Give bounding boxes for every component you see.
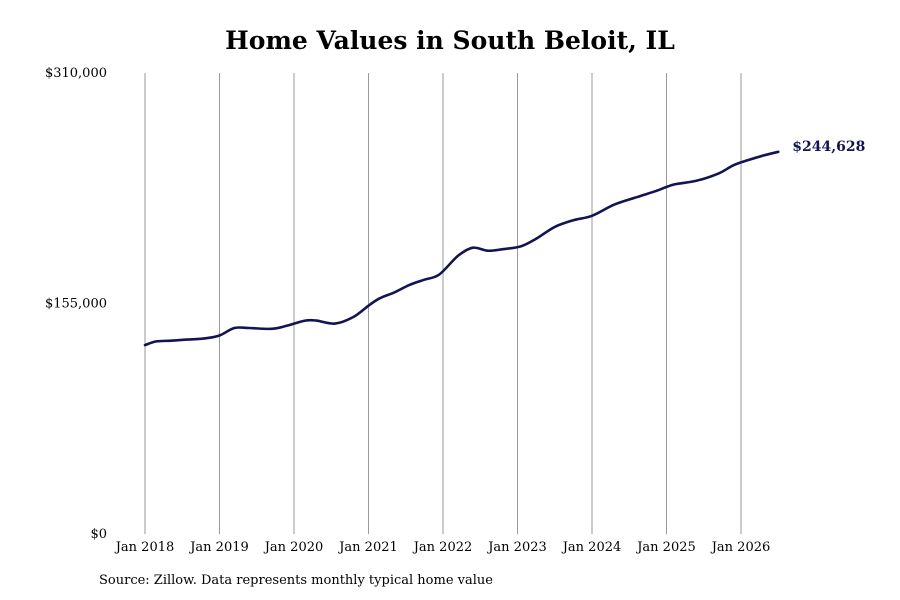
- x-axis-ticks: Jan 2018 Jan 2019 Jan 2020 Jan 2021 Jan 2022…: [114, 540, 771, 555]
- y-tick-label: $155,000: [45, 297, 107, 312]
- x-tick-label: Jan 2024: [561, 540, 622, 555]
- x-tick-label: Jan 2025: [635, 540, 696, 555]
- x-tick-label: Jan 2021: [337, 540, 398, 555]
- series-line: [143, 150, 780, 347]
- x-tick-label: Jan 2026: [710, 540, 771, 555]
- x-tick-label: Jan 2022: [412, 540, 473, 555]
- gridlines: [144, 73, 742, 534]
- y-tick-label: $310,000: [45, 66, 107, 81]
- x-tick-label: Jan 2020: [263, 540, 324, 555]
- source-note: Source: Zillow. Data represents monthly …: [99, 573, 493, 588]
- x-tick-label: Jan 2018: [114, 540, 175, 555]
- x-tick-label: Jan 2019: [188, 540, 249, 555]
- end-value-label: $244,628: [792, 139, 865, 155]
- y-axis-ticks: $0 $155,000 $310,000: [45, 66, 107, 542]
- x-tick-label: Jan 2023: [486, 540, 547, 555]
- y-tick-label: $0: [90, 527, 107, 542]
- chart-title: Home Values in South Beloit, IL: [225, 26, 675, 55]
